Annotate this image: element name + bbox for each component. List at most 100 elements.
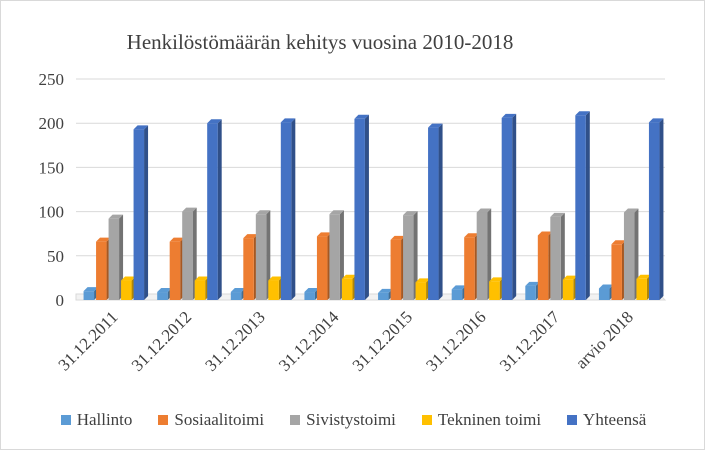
x-tick-label: 31.12.2017	[496, 307, 564, 375]
bar-top	[623, 208, 639, 213]
bar-yhteensä-3	[354, 118, 365, 300]
bar-top	[501, 113, 517, 118]
bar-top	[403, 211, 418, 216]
bar-top	[415, 278, 431, 283]
bar-top	[182, 207, 197, 212]
x-tick-label: 31.12.2012	[128, 307, 196, 375]
bar-side	[192, 207, 197, 300]
bar-tekninen-toimi-7	[636, 278, 647, 300]
bar-sivistystoimi-1	[182, 211, 193, 300]
bar-sivistystoimi-0	[108, 218, 120, 300]
bar-sivistystoimi-6	[550, 216, 561, 300]
bar-sosiaalitoimi-6	[537, 235, 549, 300]
bar-sivistystoimi-3	[329, 214, 340, 300]
bar-tekninen-toimi-3	[341, 278, 353, 300]
legend-swatch	[290, 415, 301, 425]
bar-sivistystoimi-5	[476, 212, 488, 300]
bar-top	[476, 208, 492, 213]
bar-side	[291, 118, 296, 300]
y-tick-label: 50	[47, 247, 64, 266]
bar-sivistystoimi-7	[623, 212, 635, 300]
y-tick-label: 100	[39, 203, 65, 222]
bar-tekninen-toimi-6	[562, 279, 574, 300]
legend-label: Hallinto	[76, 410, 133, 429]
bar-side	[144, 125, 149, 300]
bar-side	[217, 119, 222, 300]
bar-top	[648, 118, 664, 123]
x-tick-label: 31.12.2011	[55, 307, 122, 374]
bar-yhteensä-2	[280, 122, 292, 300]
legend-swatch	[60, 415, 71, 425]
bar-top	[157, 288, 172, 293]
bar-top	[243, 234, 258, 239]
bar-top	[169, 237, 185, 242]
bar-top	[451, 285, 467, 290]
bar-side	[266, 210, 271, 300]
bar-tekninen-toimi-4	[415, 282, 427, 300]
legend-swatch	[421, 415, 432, 425]
bar-side	[560, 212, 565, 300]
bar-sosiaalitoimi-4	[390, 239, 402, 300]
legend-item: Sivistystoimi	[290, 410, 396, 430]
bar-side	[364, 114, 369, 300]
legend-swatch	[567, 415, 578, 425]
legend-swatch	[158, 415, 169, 425]
bar-tekninen-toimi-2	[268, 280, 279, 300]
bar-top	[121, 276, 136, 281]
bar-hallinto-7	[598, 288, 610, 300]
bar-top	[304, 288, 319, 293]
legend-item: Hallinto	[60, 410, 133, 430]
bar-yhteensä-0	[133, 129, 145, 300]
legend-label: Yhteensä	[583, 410, 647, 429]
y-tick-label: 200	[39, 114, 65, 133]
bar-top	[537, 231, 553, 236]
bar-hallinto-1	[157, 292, 168, 300]
bar-sosiaalitoimi-0	[96, 241, 107, 300]
bar-top	[341, 274, 357, 279]
x-tick-label: 31.12.2015	[349, 307, 417, 375]
y-tick-label: 250	[39, 70, 65, 89]
chart-legend: Hallinto Sosiaalitoimi Sivistystoimi Teknin…	[0, 410, 707, 430]
bar-tekninen-toimi-0	[121, 280, 132, 300]
bar-top	[550, 212, 565, 217]
bar-top	[428, 123, 443, 128]
bar-tekninen-toimi-1	[194, 280, 206, 300]
bar-top	[83, 287, 99, 292]
bar-top	[390, 235, 406, 240]
legend-item: Yhteensä	[567, 410, 646, 430]
bar-yhteensä-6	[575, 115, 586, 300]
bar-side	[339, 210, 344, 300]
bar-hallinto-2	[230, 292, 242, 300]
bar-side	[119, 214, 124, 300]
y-tick-label: 150	[39, 158, 65, 177]
bar-sosiaalitoimi-7	[611, 244, 622, 300]
bar-top	[464, 233, 479, 238]
bar-hallinto-4	[378, 292, 389, 300]
bar-top	[378, 288, 393, 293]
bar-hallinto-6	[525, 285, 536, 300]
bar-side	[585, 111, 590, 300]
x-tick-label: 31.12.2013	[201, 307, 269, 375]
bar-top	[316, 232, 332, 237]
bar-side	[634, 208, 639, 300]
bar-top	[489, 277, 504, 282]
x-tick-label: 31.12.2014	[275, 307, 343, 375]
bar-sosiaalitoimi-5	[464, 237, 475, 300]
bar-tekninen-toimi-5	[489, 281, 500, 300]
bar-sosiaalitoimi-2	[243, 238, 254, 300]
bar-top	[562, 275, 578, 280]
bar-side	[659, 118, 664, 300]
legend-label: Sivistystoimi	[306, 410, 396, 429]
bar-top	[575, 111, 590, 116]
legend-item: Sosiaalitoimi	[158, 410, 264, 430]
bar-top	[329, 210, 344, 215]
bar-yhteensä-7	[648, 122, 660, 300]
bar-side	[512, 113, 517, 301]
bar-sosiaalitoimi-1	[169, 241, 181, 300]
bar-top	[194, 276, 210, 281]
x-tick-label: 31.12.2016	[422, 307, 490, 375]
bar-yhteensä-4	[428, 127, 439, 301]
x-tick-label: arvio 2018	[572, 307, 637, 372]
